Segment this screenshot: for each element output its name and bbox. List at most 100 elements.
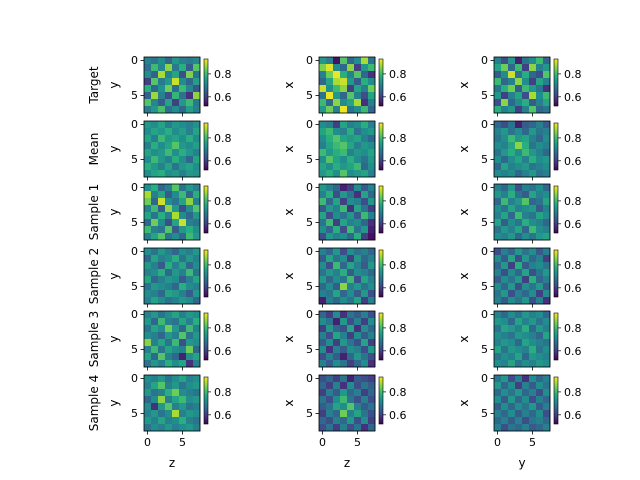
- heatmap-cell: [529, 410, 537, 418]
- heatmap-cell: [319, 255, 327, 263]
- heatmap-cell: [333, 128, 341, 136]
- heatmap-cell: [179, 184, 187, 192]
- axis-ylabel: x: [282, 208, 296, 215]
- heatmap-cell: [319, 149, 327, 157]
- heatmap-cell: [165, 219, 173, 227]
- heatmap-cell: [151, 360, 159, 368]
- heatmap-cell: [186, 163, 194, 171]
- heatmap-cell: [319, 424, 327, 432]
- heatmap-cell: [158, 71, 166, 79]
- heatmap-cell: [522, 64, 530, 72]
- heatmap-cell: [186, 205, 194, 213]
- heatmap-cell: [151, 184, 159, 192]
- heatmap-cell: [151, 142, 159, 150]
- heatmap-cell: [172, 205, 180, 213]
- heatmap-cell: [515, 233, 523, 241]
- heatmap-cell: [193, 332, 201, 340]
- heatmap-cell: [319, 339, 327, 347]
- heatmap-cell: [172, 106, 180, 114]
- heatmap-cell: [354, 135, 362, 143]
- heatmap-cell: [501, 318, 509, 326]
- heatmap-cell: [319, 106, 327, 114]
- heatmap-cell: [172, 325, 180, 333]
- heatmap-cell: [354, 325, 362, 333]
- heatmap-cell: [179, 255, 187, 263]
- heatmap-cell: [501, 290, 509, 298]
- heatmap-cell: [536, 64, 544, 72]
- colorbar: [378, 312, 384, 361]
- heatmap-cell: [340, 339, 348, 347]
- heatmap-cell: [151, 353, 159, 361]
- heatmap-cell: [508, 219, 516, 227]
- heatmap-cell: [144, 248, 152, 256]
- heatmap-cell: [333, 85, 341, 93]
- heatmap-cell: [508, 198, 516, 206]
- heatmap-cell: [522, 375, 530, 383]
- heatmap-cell: [340, 375, 348, 383]
- heatmap-cell: [144, 156, 152, 164]
- heatmap-cell: [536, 424, 544, 432]
- heatmap-cell: [536, 184, 544, 192]
- heatmap-cell: [354, 78, 362, 86]
- heatmap-frame: [493, 247, 551, 305]
- heatmap-cell: [340, 170, 348, 178]
- heatmap-cell: [165, 198, 173, 206]
- heatmap-cell: [354, 184, 362, 192]
- heatmap-cell: [333, 92, 341, 100]
- heatmap-cell: [543, 163, 551, 171]
- heatmap-cell: [319, 170, 327, 178]
- heatmap-cell: [144, 121, 152, 129]
- heatmap-cell: [347, 290, 355, 298]
- heatmap-cell: [326, 233, 334, 241]
- heatmap-cell: [508, 318, 516, 326]
- heatmap-cell: [326, 149, 334, 157]
- heatmap-cell: [368, 255, 376, 263]
- heatmap-cell: [494, 135, 502, 143]
- heatmap-cell: [361, 262, 369, 270]
- heatmap-cell: [501, 226, 509, 234]
- heatmap-cell: [340, 297, 348, 305]
- heatmap-cell: [144, 212, 152, 220]
- heatmap-cell: [515, 212, 523, 220]
- heatmap-cell: [340, 205, 348, 213]
- heatmap-frame: [143, 247, 201, 305]
- heatmap-cell: [347, 318, 355, 326]
- heatmap-cell: [347, 283, 355, 291]
- heatmap-cell: [536, 339, 544, 347]
- heatmap-cell: [179, 198, 187, 206]
- y-tick-label: 0: [306, 372, 313, 385]
- heatmap-cell: [193, 184, 201, 192]
- heatmap-cell: [368, 191, 376, 199]
- heatmap-cell: [543, 99, 551, 107]
- colorbar-tick-label: 0.8: [389, 68, 407, 81]
- heatmap-cell: [158, 121, 166, 129]
- heatmap-frame: [318, 120, 376, 178]
- heatmap-cell: [361, 78, 369, 86]
- y-tick-label: 5: [131, 89, 138, 102]
- colorbar-tick-label: 0.8: [214, 322, 232, 335]
- heatmap-cell: [144, 262, 152, 270]
- heatmap-cell: [536, 128, 544, 136]
- heatmap-cell: [172, 219, 180, 227]
- heatmap-cell: [515, 248, 523, 256]
- y-tick-label: 5: [306, 153, 313, 166]
- heatmap-cell: [193, 403, 201, 411]
- heatmap-cell: [347, 297, 355, 305]
- heatmap-cell: [515, 121, 523, 129]
- heatmap-cell: [543, 106, 551, 114]
- heatmap-cell: [501, 353, 509, 361]
- heatmap-cell: [333, 276, 341, 284]
- heatmap-cell: [543, 375, 551, 383]
- colorbar-tick-label: 0.8: [389, 259, 407, 272]
- heatmap-cell: [494, 198, 502, 206]
- heatmap-cell: [179, 142, 187, 150]
- heatmap-cell: [151, 226, 159, 234]
- heatmap-cell: [193, 255, 201, 263]
- heatmap-cell: [543, 424, 551, 432]
- heatmap-cell: [501, 269, 509, 277]
- heatmap-cell: [340, 92, 348, 100]
- heatmap-cell: [326, 375, 334, 383]
- heatmap-cell: [494, 353, 502, 361]
- heatmap-cell: [515, 410, 523, 418]
- heatmap-cell: [193, 149, 201, 157]
